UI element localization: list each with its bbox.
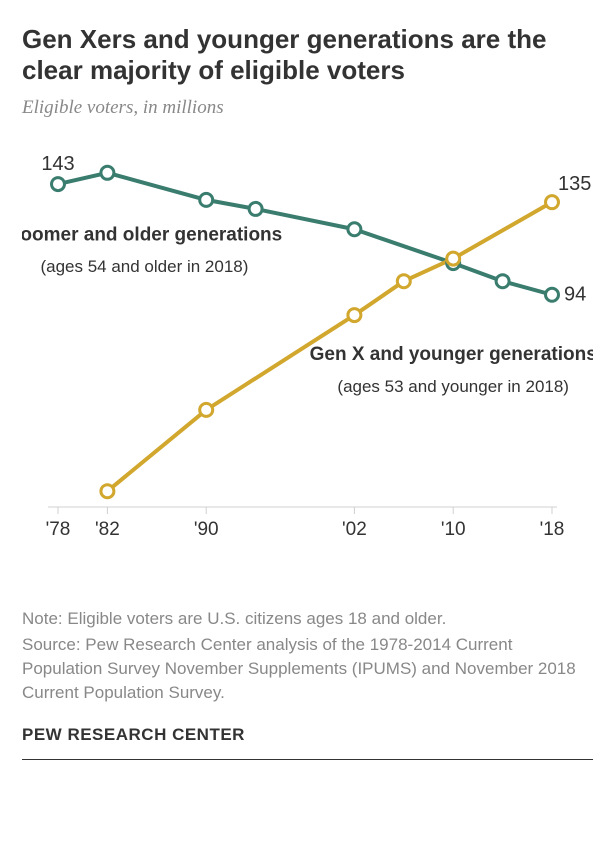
chart-area: '78 '82 '90 '02 '10 '18 143 94 Boomer and older … <box>22 137 593 547</box>
svg-text:135: 135 <box>558 174 591 196</box>
chart-subtitle: Eligible voters, in millions <box>22 97 593 119</box>
svg-text:'90: '90 <box>194 519 219 540</box>
svg-text:Gen X and younger generations: Gen X and younger generations <box>310 345 593 366</box>
svg-text:(ages 54 and older in 2018): (ages 54 and older in 2018) <box>40 258 248 277</box>
svg-text:'82: '82 <box>95 519 120 540</box>
svg-text:143: 143 <box>41 153 74 175</box>
footnote-source: Source: Pew Research Center analysis of … <box>22 633 593 704</box>
svg-text:'02: '02 <box>342 519 367 540</box>
svg-text:'18: '18 <box>540 519 565 540</box>
footnote-note: Note: Eligible voters are U.S. citizens … <box>22 607 593 631</box>
svg-text:'78: '78 <box>46 519 71 540</box>
svg-text:94: 94 <box>564 284 586 306</box>
bottom-divider <box>22 759 593 760</box>
line-chart: '78 '82 '90 '02 '10 '18 143 94 Boomer and older … <box>22 137 593 547</box>
svg-text:(ages 53 and younger in 2018): (ages 53 and younger in 2018) <box>337 377 569 396</box>
svg-text:'10: '10 <box>441 519 466 540</box>
attribution: PEW RESEARCH CENTER <box>22 725 593 745</box>
svg-text:Boomer and older generations: Boomer and older generations <box>22 225 282 246</box>
chart-title: Gen Xers and younger generations are the… <box>22 24 593 85</box>
